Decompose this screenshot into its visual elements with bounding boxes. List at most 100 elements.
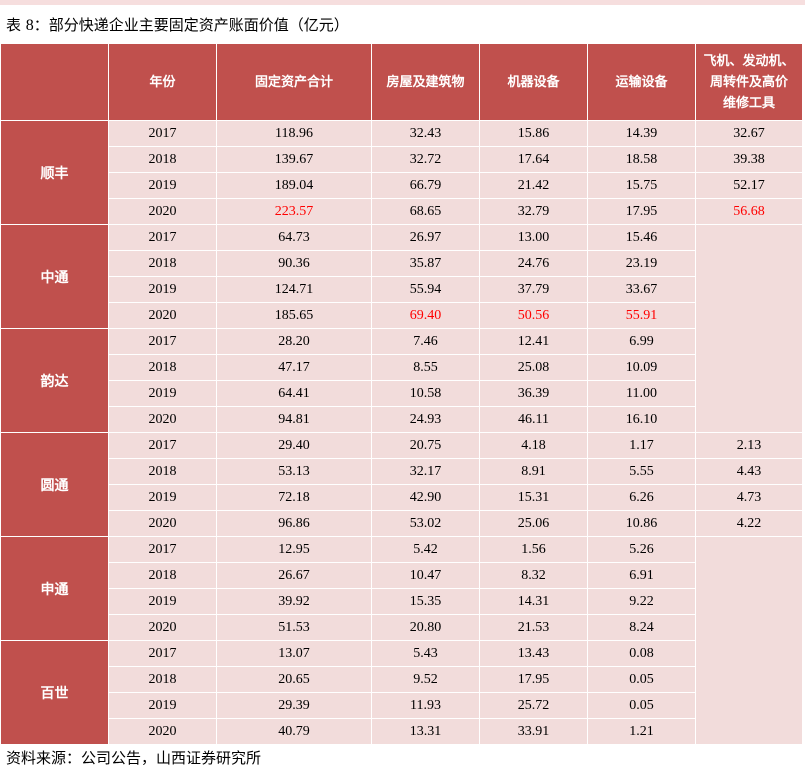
- cell-machine: 46.11: [479, 406, 588, 433]
- cell-building: 53.02: [371, 510, 480, 537]
- header-aircraft-line: 维修工具: [722, 95, 775, 111]
- table-row: 2019 29.39 11.93 25.72 0.05: [1, 692, 803, 719]
- cell-machine: 25.06: [479, 510, 588, 537]
- cell-building: 42.90: [371, 484, 480, 511]
- cell-total: 40.79: [216, 718, 372, 745]
- cell-transport: 5.26: [587, 536, 696, 563]
- cell-transport: 23.19: [587, 250, 696, 277]
- cell-year: 2019: [108, 276, 217, 303]
- cell-machine: 36.39: [479, 380, 588, 407]
- cell-year: 2017: [108, 536, 217, 563]
- table-row: 2018 139.67 32.72 17.64 18.58 39.38: [1, 146, 803, 173]
- cell-machine: 24.76: [479, 250, 588, 277]
- cell-transport: 10.09: [587, 354, 696, 381]
- table-row: 申通 2017 12.95 5.42 1.56 5.26: [0, 536, 803, 745]
- cell-year: 2020: [108, 406, 217, 433]
- cell-total: 53.13: [216, 458, 372, 485]
- cell-machine: 32.79: [479, 198, 588, 225]
- cell-machine: 14.31: [479, 588, 588, 615]
- cell-total: 124.71: [216, 276, 372, 303]
- cell-year: 2018: [108, 250, 217, 277]
- cell-building: 11.93: [371, 692, 480, 719]
- company-name: 顺丰: [0, 120, 109, 225]
- header-transport: 运输设备: [587, 43, 696, 121]
- table-row: 2018 47.17 8.55 25.08 10.09: [1, 354, 803, 381]
- cell-building: 20.80: [371, 614, 480, 641]
- cell-transport: 17.95: [587, 198, 696, 225]
- cell-transport: 6.99: [587, 328, 696, 355]
- cell-building: 26.97: [371, 224, 480, 251]
- cell-year: 2018: [108, 666, 217, 693]
- cell-year: 2020: [108, 198, 217, 225]
- cell-building: 24.93: [371, 406, 480, 433]
- cell-machine: 8.32: [479, 562, 588, 589]
- cell-total: 139.67: [216, 146, 372, 173]
- header-company: [0, 43, 109, 121]
- header-machine: 机器设备: [479, 43, 588, 121]
- cell-total: 94.81: [216, 406, 372, 433]
- company-name: 中通: [0, 224, 109, 329]
- cell-year: 2019: [108, 692, 217, 719]
- table-row: 2020 185.65 69.40 50.56 55.91: [1, 302, 803, 329]
- table-row: 2018 90.36 35.87 24.76 23.19: [1, 250, 803, 277]
- top-rule: [0, 0, 805, 5]
- table-caption: 表 8：部分快递企业主要固定资产账面价值（亿元）: [6, 15, 349, 36]
- cell-year: 2020: [108, 302, 217, 329]
- cell-total: 28.20: [216, 328, 372, 355]
- table-row: 圆通 2017 29.40 20.75 4.18 1.17 2.13: [0, 432, 803, 537]
- cell-year: 2020: [108, 718, 217, 745]
- cell-total: 72.18: [216, 484, 372, 511]
- table-row: 百世 2017 13.07 5.43 13.43 0.08: [0, 640, 803, 745]
- cell-transport: 0.05: [587, 666, 696, 693]
- cell-transport: 11.00: [587, 380, 696, 407]
- cell-machine: 15.31: [479, 484, 588, 511]
- table-row: 2019 189.04 66.79 21.42 15.75 52.17: [1, 172, 803, 199]
- cell-transport: 15.46: [587, 224, 696, 251]
- cell-total: 29.40: [216, 432, 372, 459]
- cell-total: 96.86: [216, 510, 372, 537]
- cell-building: 66.79: [371, 172, 480, 199]
- table-row: 2020 223.57 68.65 32.79 17.95 56.68: [1, 198, 803, 225]
- cell-year: 2018: [108, 354, 217, 381]
- cell-transport: 0.08: [587, 640, 696, 667]
- table-row: 2018 53.13 32.17 8.91 5.55 4.43: [1, 458, 803, 485]
- cell-total: 39.92: [216, 588, 372, 615]
- table-row: 2018 20.65 9.52 17.95 0.05: [1, 666, 803, 693]
- cell-aircraft: 56.68: [695, 198, 803, 225]
- cell-aircraft: 39.38: [695, 146, 803, 173]
- fixed-assets-table: 年份 固定资产合计 房屋及建筑物 机器设备 运输设备 飞机、发动机、 周转件及高…: [0, 43, 803, 745]
- cell-year: 2020: [108, 510, 217, 537]
- cell-total: 13.07: [216, 640, 372, 667]
- cell-transport: 33.67: [587, 276, 696, 303]
- cell-building: 13.31: [371, 718, 480, 745]
- cell-total: 26.67: [216, 562, 372, 589]
- cell-transport: 1.21: [587, 718, 696, 745]
- source-note: 资料来源：公司公告，山西证券研究所: [6, 749, 262, 767]
- cell-total: 90.36: [216, 250, 372, 277]
- cell-year: 2017: [108, 120, 217, 147]
- cell-total: 189.04: [216, 172, 372, 199]
- cell-transport: 6.26: [587, 484, 696, 511]
- cell-total: 118.96: [216, 120, 372, 147]
- table-row: 2019 64.41 10.58 36.39 11.00: [1, 380, 803, 407]
- cell-building: 32.72: [371, 146, 480, 173]
- table-row: 2020 96.86 53.02 25.06 10.86 4.22: [1, 510, 803, 537]
- cell-machine: 25.08: [479, 354, 588, 381]
- cell-building: 8.55: [371, 354, 480, 381]
- cell-total: 64.73: [216, 224, 372, 251]
- cell-machine: 37.79: [479, 276, 588, 303]
- cell-machine: 1.56: [479, 536, 588, 563]
- cell-transport: 0.05: [587, 692, 696, 719]
- table-row: 2020 40.79 13.31 33.91 1.21: [1, 718, 803, 745]
- cell-building: 20.75: [371, 432, 480, 459]
- cell-transport: 14.39: [587, 120, 696, 147]
- company-name: 韵达: [0, 328, 109, 433]
- header-year: 年份: [108, 43, 217, 121]
- cell-building: 5.43: [371, 640, 480, 667]
- cell-machine: 17.95: [479, 666, 588, 693]
- cell-machine: 15.86: [479, 120, 588, 147]
- cell-machine: 33.91: [479, 718, 588, 745]
- cell-aircraft: 4.22: [695, 510, 803, 537]
- cell-total: 20.65: [216, 666, 372, 693]
- table-row: 2020 51.53 20.80 21.53 8.24: [1, 614, 803, 641]
